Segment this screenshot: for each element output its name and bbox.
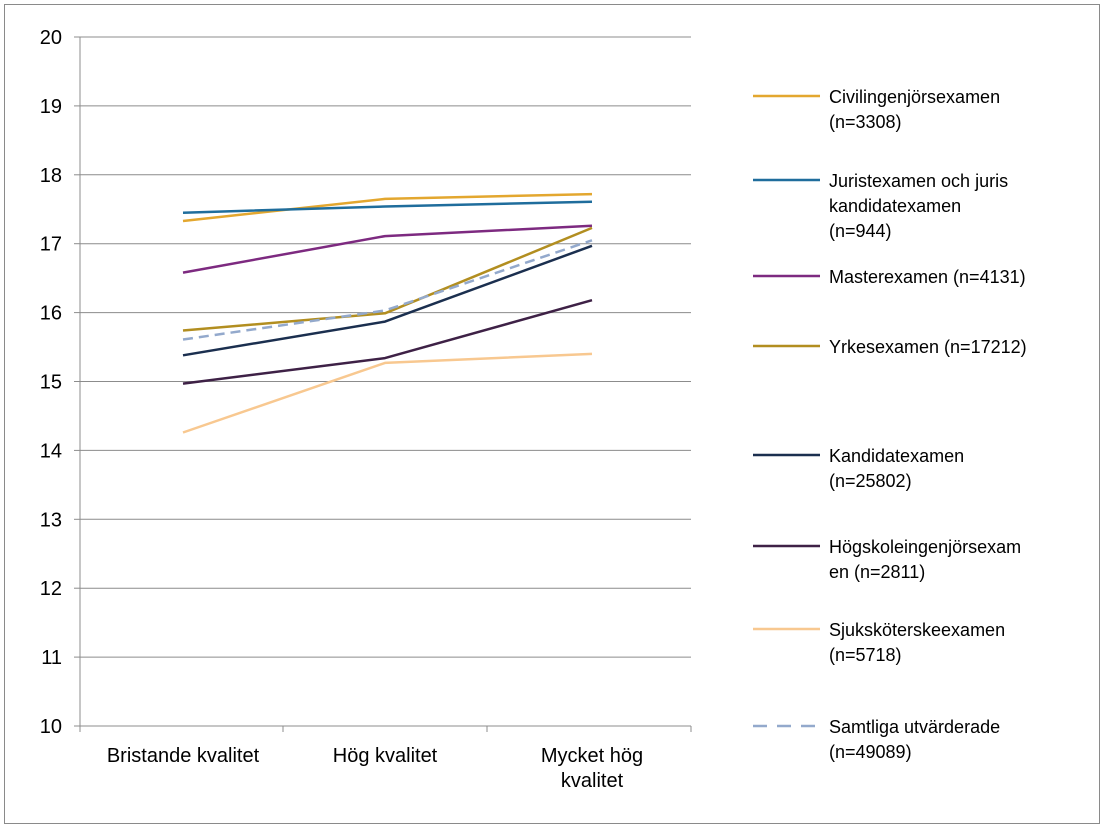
axes — [79, 37, 692, 732]
y-tick-label: 17 — [40, 234, 62, 256]
legend-label: Civilingenjörsexamen — [829, 87, 1000, 107]
legend-label: Sjuksköterskeexamen — [829, 620, 1005, 640]
series-line — [182, 200, 593, 214]
y-tick-label: 16 — [40, 303, 62, 325]
legend-label: (n=49089) — [829, 742, 912, 762]
y-tick-labels: 10 11 12 13 14 15 16 17 18 19 20 — [40, 27, 62, 738]
legend-label: (n=5718) — [829, 645, 902, 665]
x-tick-labels: Bristande kvalitet Hög kvalitet Mycket hög… — [107, 745, 643, 792]
legend-label: (n=3308) — [829, 112, 902, 132]
y-tick-label: 18 — [40, 165, 62, 187]
x-tick-label: kvalitet — [561, 770, 624, 792]
legend-label: Kandidatexamen — [829, 446, 964, 466]
series-line — [182, 239, 593, 341]
y-tick-label: 12 — [40, 578, 62, 600]
series-lines — [182, 192, 593, 434]
gridlines — [74, 36, 691, 727]
legend: Civilingenjörsexamen (n=3308) Juristexamen… — [753, 87, 1027, 762]
y-tick-label: 15 — [40, 372, 62, 394]
legend-label: Masterexamen (n=4131) — [829, 267, 1026, 287]
y-tick-label: 14 — [40, 440, 62, 462]
legend-label: en (n=2811) — [829, 562, 925, 582]
x-tick-label: Hög kvalitet — [333, 745, 438, 767]
legend-label: Yrkesexamen (n=17212) — [829, 337, 1027, 357]
x-tick-label: Mycket hög — [541, 745, 643, 767]
series-line — [182, 298, 593, 385]
series-line — [182, 226, 593, 332]
y-tick-label: 19 — [40, 96, 62, 118]
legend-label: Samtliga utvärderade — [829, 717, 1000, 737]
y-tick-label: 11 — [41, 647, 62, 669]
series-line — [182, 352, 593, 434]
legend-label: Högskoleingenjörsexam — [829, 537, 1021, 557]
legend-label: (n=25802) — [829, 471, 912, 491]
y-tick-label: 10 — [40, 716, 62, 738]
series-line — [182, 224, 593, 274]
y-tick-label: 20 — [40, 27, 62, 49]
series-line — [182, 244, 593, 357]
series-line — [182, 192, 593, 223]
legend-label: Juristexamen och juris — [829, 171, 1008, 191]
y-tick-label: 13 — [40, 509, 62, 531]
x-tick-label: Bristande kvalitet — [107, 745, 260, 767]
legend-label: kandidatexamen — [829, 196, 961, 216]
legend-label: (n=944) — [829, 221, 892, 241]
